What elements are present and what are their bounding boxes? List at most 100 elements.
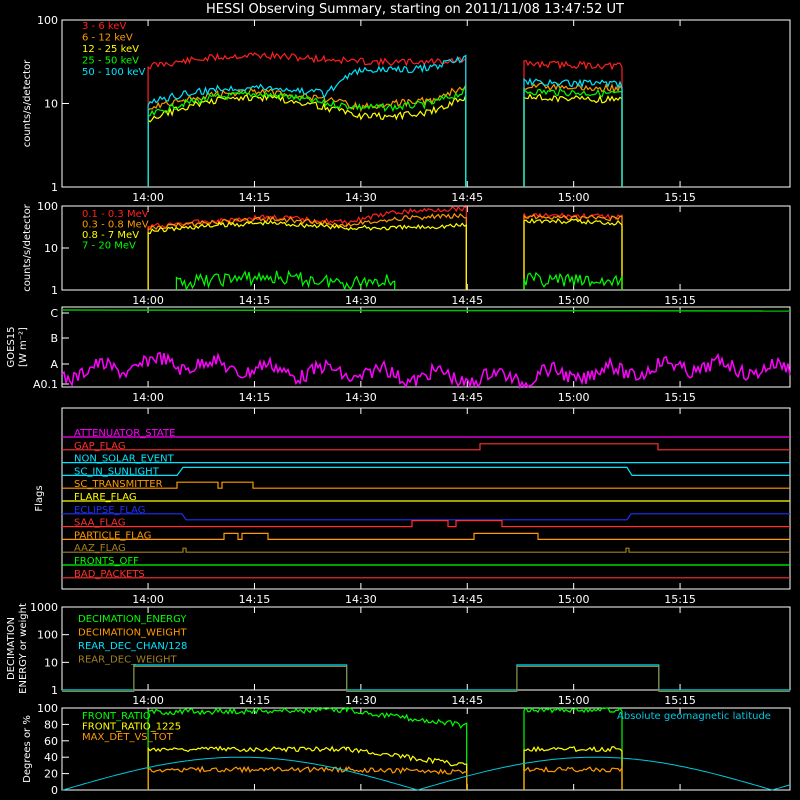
decim-xtick-label: 14:45 <box>451 694 483 707</box>
ratios-series-line <box>147 706 468 790</box>
lc-low-series-line <box>147 84 467 187</box>
lc-low-xtick-label: 14:00 <box>132 191 164 204</box>
lc-low-legend-entry: 50 - 100 keV <box>82 67 146 78</box>
decim-ylabel: DECIMATION <box>6 617 17 680</box>
ratios-ytick-label: 20 <box>44 768 58 781</box>
lc-low-ytick-label: 1 <box>51 181 58 194</box>
lc-low-series-line <box>523 82 623 187</box>
decim-legend-entry: REAR_DEC_WEIGHT <box>78 655 177 666</box>
goes-series-line <box>61 309 791 312</box>
goes-xtick-label: 14:00 <box>132 391 164 404</box>
lc-low-xtick-label: 14:15 <box>239 191 271 204</box>
flags-xtick-label: 14:30 <box>345 593 377 606</box>
lc-low-ytick-label: 100 <box>37 14 58 27</box>
lc-low-ylabel: counts/s/detector <box>22 59 33 147</box>
lc-high-xtick-label: 14:00 <box>132 294 164 307</box>
ratios-series-line <box>523 706 623 790</box>
decim-ytick-label: 1 <box>51 684 58 697</box>
lc-high-series-line <box>523 271 623 290</box>
lc-low-xtick-label: 14:30 <box>345 191 377 204</box>
flags-xtick-label: 14:15 <box>239 593 271 606</box>
chart-title: HESSI Observing Summary, starting on 201… <box>206 2 624 17</box>
flags-ylabel: Flags <box>34 485 45 511</box>
ratios-ytick-label: 80 <box>44 718 58 731</box>
lc-low-series-line <box>147 51 467 187</box>
panels: 14:00 14:15 14:30 14:45 15:00 15:15 counts/s/d… <box>6 14 791 797</box>
goes-xtick-label: 14:45 <box>451 391 483 404</box>
ratios-series-line <box>147 765 468 790</box>
decim-series-line <box>62 666 790 692</box>
decim-series-line <box>62 664 790 691</box>
lc-high-xtick-label: 15:00 <box>558 294 590 307</box>
lc-high-legend-entry: 0.8 - 7 MeV <box>82 230 139 241</box>
lc-high-ytick-label: 1 <box>51 284 58 297</box>
decim-ytick-label: 10 <box>44 656 58 669</box>
flags-xtick-label: 15:00 <box>558 593 590 606</box>
ratios-ytick-label: 40 <box>44 751 58 764</box>
lc-low-series-line <box>147 88 467 187</box>
lc-high-series-line <box>147 219 467 290</box>
decim-xtick-label: 14:00 <box>132 694 164 707</box>
decim-legend-entry: REAR_DEC_CHAN/128 <box>78 641 187 652</box>
decim-xtick-label: 14:30 <box>345 694 377 707</box>
lc-low-legend-entry: 25 - 50 keV <box>82 56 139 67</box>
lc-high-series-line <box>175 269 396 292</box>
lc-high-legend-entry: 0.1 - 0.3 MeV <box>82 209 149 220</box>
decim-xtick-label: 14:15 <box>239 694 271 707</box>
flags-xtick-label: 14:45 <box>451 593 483 606</box>
flags-series-line <box>62 466 790 476</box>
lc-high-legend-entry: 0.3 - 0.8 MeV <box>82 220 149 231</box>
lc-high-series-line <box>147 212 467 290</box>
goes-ytick-label: A <box>50 358 58 371</box>
goes-ytick-label: A0.1 <box>33 378 58 391</box>
goes-ylabel: [W m⁻²] <box>18 327 29 367</box>
lc-high-xtick-label: 14:30 <box>345 294 377 307</box>
ratios-ytick-label: 100 <box>37 702 58 715</box>
flags-series-line <box>62 513 790 521</box>
lc-low-legend-entry: 3 - 6 keV <box>82 21 126 32</box>
lc-low-series-line <box>523 77 623 187</box>
lc-high-xtick-label: 14:45 <box>451 294 483 307</box>
flags-series-line <box>62 547 790 553</box>
decim-xtick-label: 15:15 <box>664 694 696 707</box>
lc-low-series-line <box>147 92 467 187</box>
lc-low-xtick-label: 15:00 <box>558 191 590 204</box>
flags-series-line <box>62 519 790 528</box>
goes-xtick-label: 15:15 <box>664 391 696 404</box>
ratios-legend-entry: FRONT_RATIO <box>82 711 151 722</box>
ratios-annotation: Absolute geomagnetic latitude <box>617 711 771 722</box>
ratios-series-line <box>147 745 468 790</box>
lc-low-legend-entry: 6 - 12 keV <box>82 33 133 44</box>
decim-ytick-label: 1000 <box>30 601 58 614</box>
flags-series-line <box>62 481 790 489</box>
lc-low-xtick-label: 15:15 <box>664 191 696 204</box>
ratios-frame <box>61 707 791 791</box>
decim-legend-entry: DECIMATION_WEIGHT <box>78 628 187 639</box>
ratios-series-line <box>523 745 623 790</box>
lc-low-series-line <box>523 87 623 187</box>
flags-label-saa-flag: SAA_FLAG <box>74 518 125 529</box>
goes-frame <box>61 306 791 388</box>
lc-high-xtick-label: 15:15 <box>664 294 696 307</box>
decim-ylabel: ENERGY or weight <box>18 603 29 694</box>
flags-label-attenuator-state: ATTENUATOR_STATE <box>74 428 175 439</box>
lc-high-series-line <box>523 212 623 290</box>
goes-xtick-label: 14:15 <box>239 391 271 404</box>
flags-label-particle-flag: PARTICLE_FLAG <box>74 530 151 541</box>
flags-series-line <box>62 532 790 541</box>
flags-xtick-label: 15:15 <box>664 593 696 606</box>
lc-high-ytick-label: 10 <box>44 242 58 255</box>
flags-label-non-solar-event: NON_SOLAR_EVENT <box>74 454 175 465</box>
goes-series-line <box>61 351 791 390</box>
ratios-legend-entry: FRONT_RATIO_1225 <box>82 722 181 733</box>
ratios-ylabel: Degrees or % <box>22 715 33 783</box>
decim-ytick-label: 100 <box>37 629 58 642</box>
goes-xtick-label: 15:00 <box>558 391 590 404</box>
ratios-legend-entry: MAX_DET_VS_TOT <box>82 732 174 743</box>
flags-label-sc-in-sunlight: SC_IN_SUNLIGHT <box>74 466 160 477</box>
ratios-series-line <box>62 756 791 791</box>
goes-ytick-label: C <box>50 307 58 320</box>
flags-label-sc-transmitter: SC_TRANSMITTER <box>74 479 163 490</box>
flags-label-eclipse-flag: ECLIPSE_FLAG <box>74 505 145 516</box>
